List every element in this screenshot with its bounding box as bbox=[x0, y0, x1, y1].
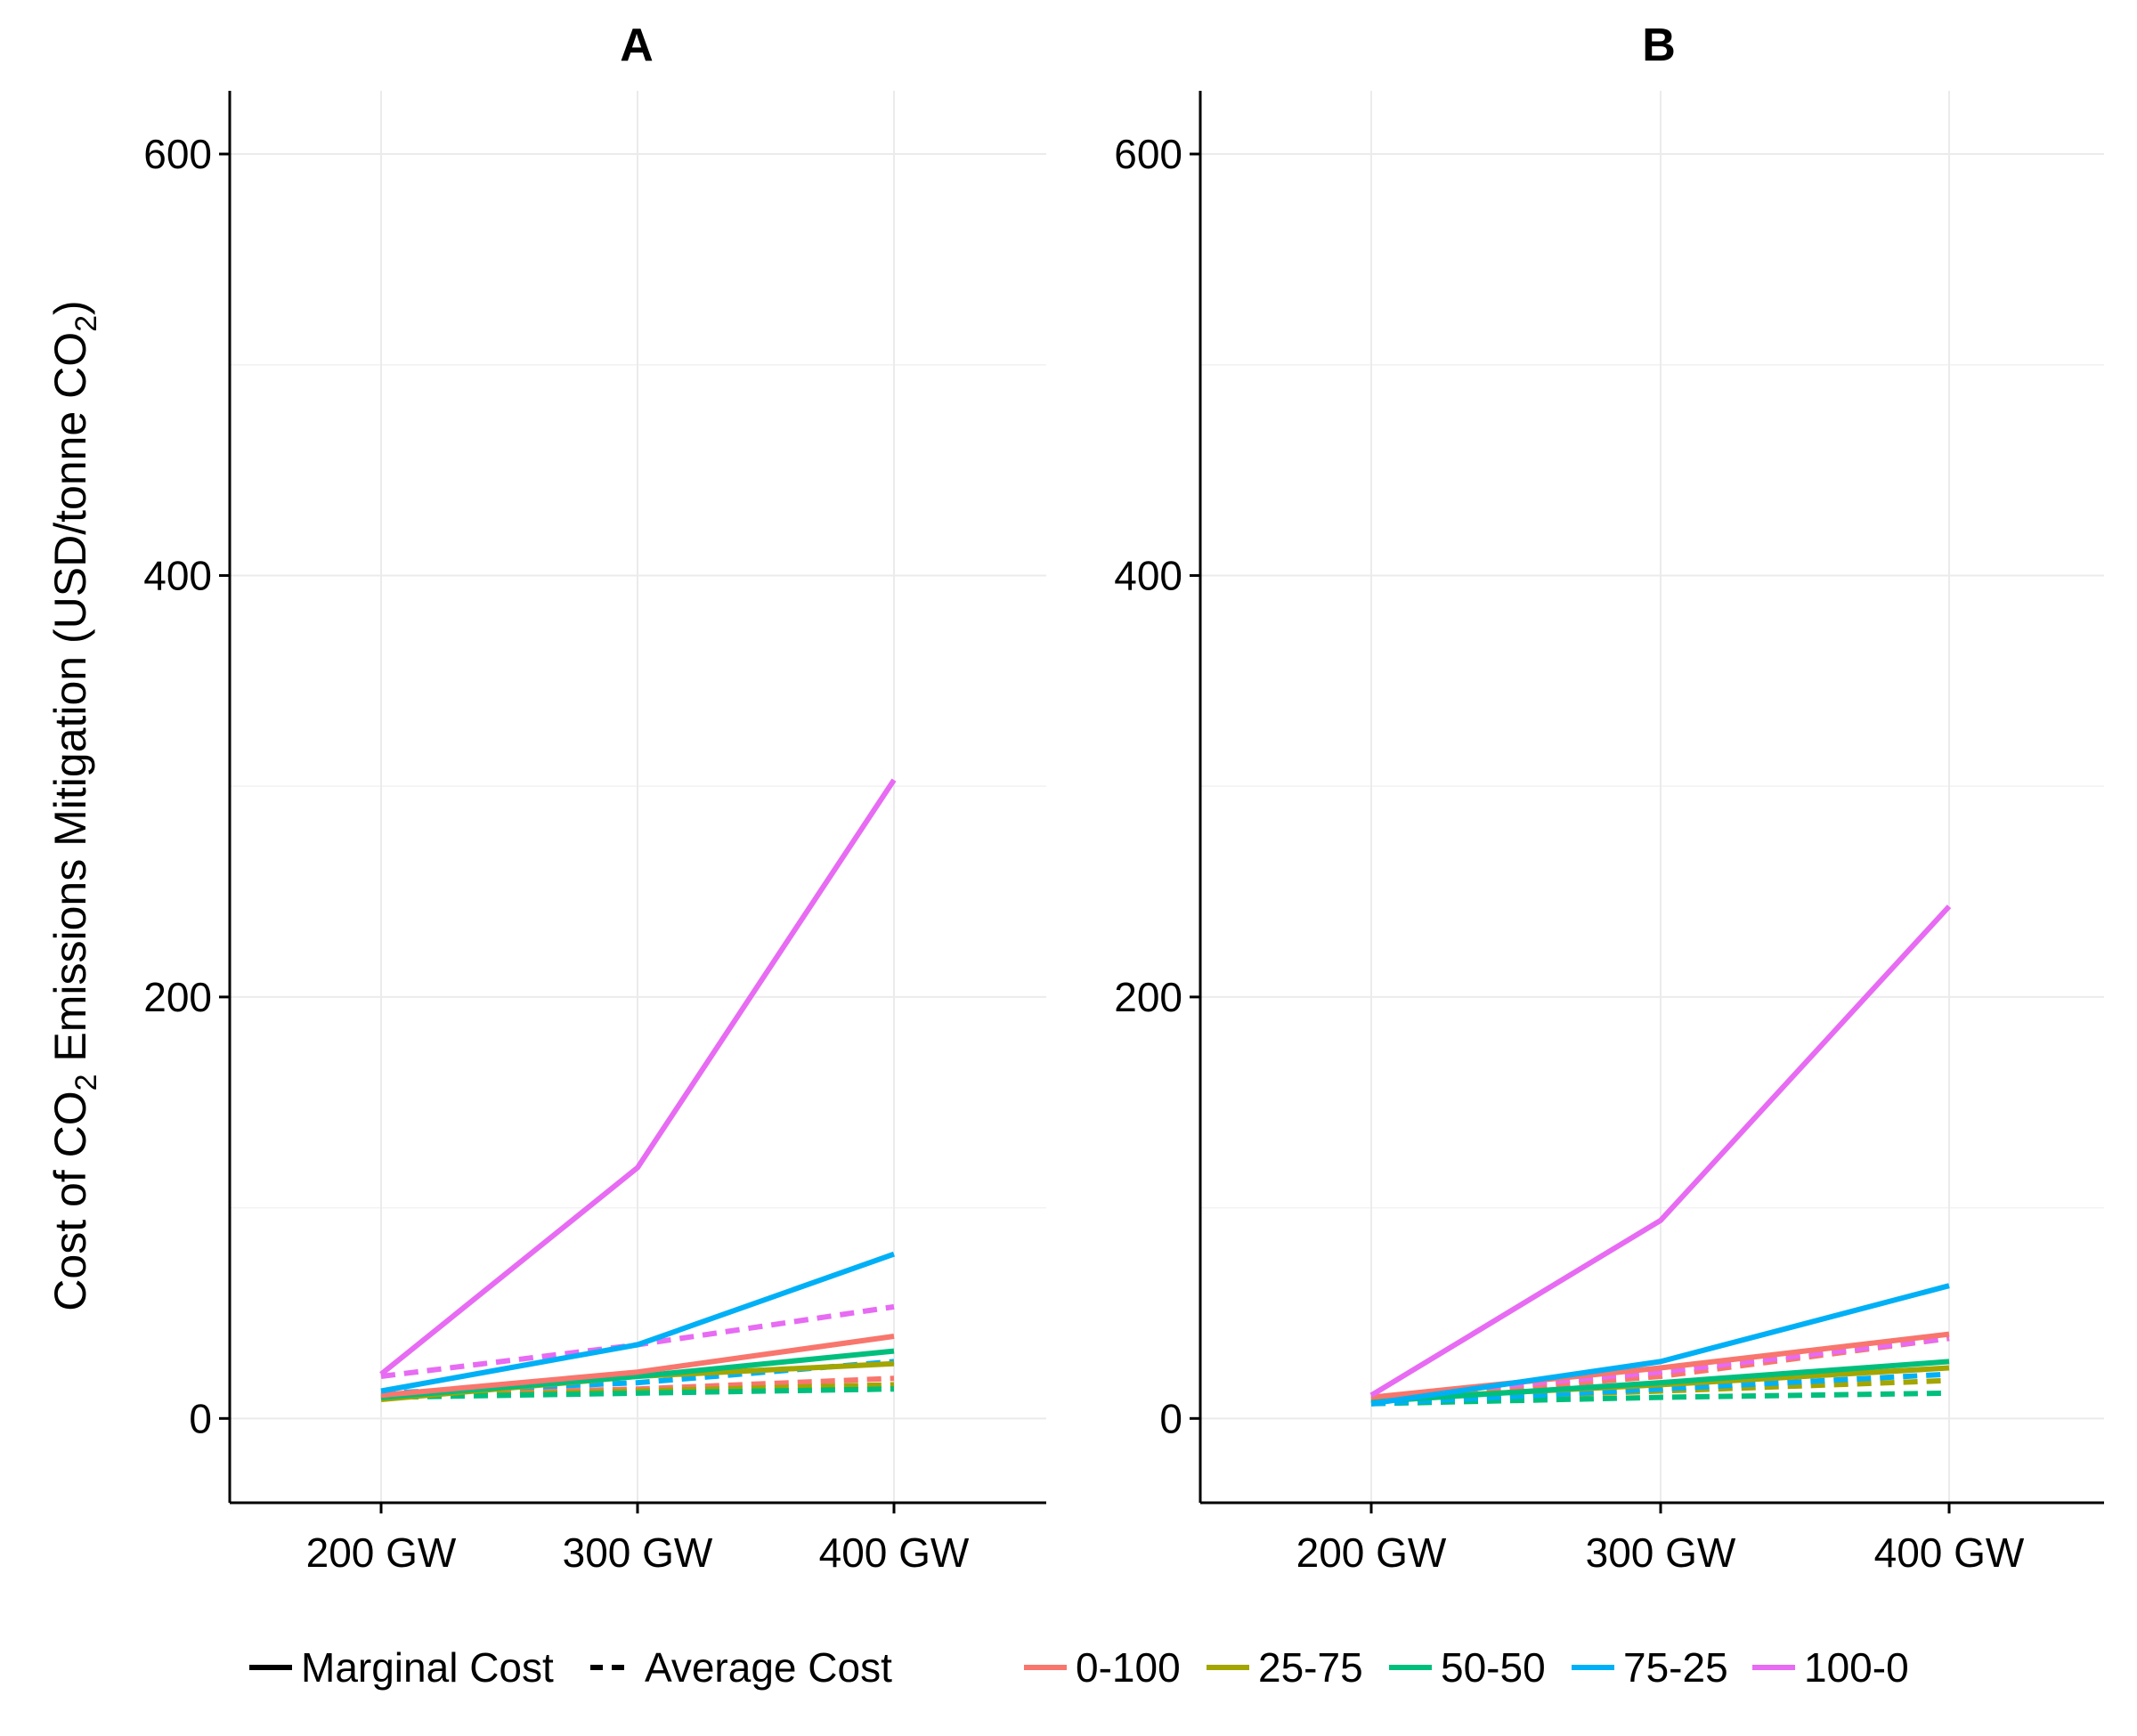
x-tick-label: 400 GW bbox=[819, 1529, 970, 1576]
x-tick-label: 400 GW bbox=[1874, 1529, 2025, 1576]
y-axis-label-part: 2 bbox=[69, 315, 103, 332]
x-tick-label: 300 GW bbox=[563, 1529, 713, 1576]
series-line-50-50-marginal bbox=[380, 1348, 895, 1400]
panel-a: A 0 200 400 600 200 GW 300 GW 400 GW bbox=[143, 20, 1046, 1576]
grid-lines bbox=[230, 91, 1046, 1503]
y-tick-label: 400 bbox=[143, 552, 212, 598]
legend-label: 75-25 bbox=[1623, 1644, 1728, 1691]
y-axis-label-part: Cost of CO bbox=[45, 1091, 95, 1310]
axes: 0 200 400 600 200 GW 300 GW 400 GW bbox=[143, 91, 1046, 1576]
y-axis-label-part: ) bbox=[45, 300, 95, 315]
legend-label: Marginal Cost bbox=[301, 1644, 554, 1691]
y-tick-label: 0 bbox=[1159, 1395, 1182, 1441]
x-tick-label: 200 GW bbox=[1296, 1529, 1447, 1576]
series-line-50-50-average bbox=[380, 1386, 895, 1400]
panel-title: B bbox=[1642, 20, 1676, 71]
y-axis-label: Cost of CO2 Emissions Mitigation (USD/to… bbox=[45, 300, 103, 1310]
y-axis-label-part: Emissions Mitigation (USD/tonne CO bbox=[45, 332, 95, 1075]
legend-label: 0-100 bbox=[1076, 1644, 1181, 1691]
grid-lines bbox=[1200, 91, 2104, 1503]
series-group bbox=[1369, 905, 1952, 1407]
y-tick-label: 200 bbox=[1114, 974, 1182, 1020]
series-line-100-0-marginal bbox=[1369, 905, 1952, 1398]
series-line-75-25-average bbox=[1370, 1371, 1950, 1407]
y-tick-label: 600 bbox=[1114, 131, 1182, 177]
series-line-50-50-marginal bbox=[1370, 1359, 1950, 1405]
legend-label: 25-75 bbox=[1258, 1644, 1363, 1691]
panel-b: B 0 200 400 600 200 GW 300 GW 400 GW bbox=[1114, 20, 2104, 1576]
y-tick-label: 0 bbox=[189, 1395, 212, 1441]
legend: Marginal Cost Average Cost 0-100 25-75 50-50… bbox=[249, 1644, 1909, 1691]
series-line-75-25-marginal bbox=[380, 1251, 895, 1394]
series-line-75-25-marginal bbox=[1370, 1283, 1950, 1407]
y-tick-label: 200 bbox=[143, 974, 212, 1020]
y-tick-label: 600 bbox=[143, 131, 212, 177]
y-axis-label-part: 2 bbox=[69, 1074, 103, 1091]
legend-label: 100-0 bbox=[1804, 1644, 1909, 1691]
x-tick-label: 200 GW bbox=[306, 1529, 457, 1576]
legend-label: Average Cost bbox=[645, 1644, 892, 1691]
series-line-100-0-marginal bbox=[379, 778, 897, 1376]
series-line-50-50-average bbox=[1370, 1390, 1950, 1407]
series-group bbox=[379, 778, 897, 1402]
y-tick-label: 400 bbox=[1114, 552, 1182, 598]
axes: 0 200 400 600 200 GW 300 GW 400 GW bbox=[1114, 91, 2104, 1576]
x-tick-label: 300 GW bbox=[1586, 1529, 1736, 1576]
panel-title: A bbox=[620, 20, 654, 71]
series-line-0-100-marginal bbox=[380, 1334, 895, 1399]
legend-label: 50-50 bbox=[1441, 1644, 1546, 1691]
